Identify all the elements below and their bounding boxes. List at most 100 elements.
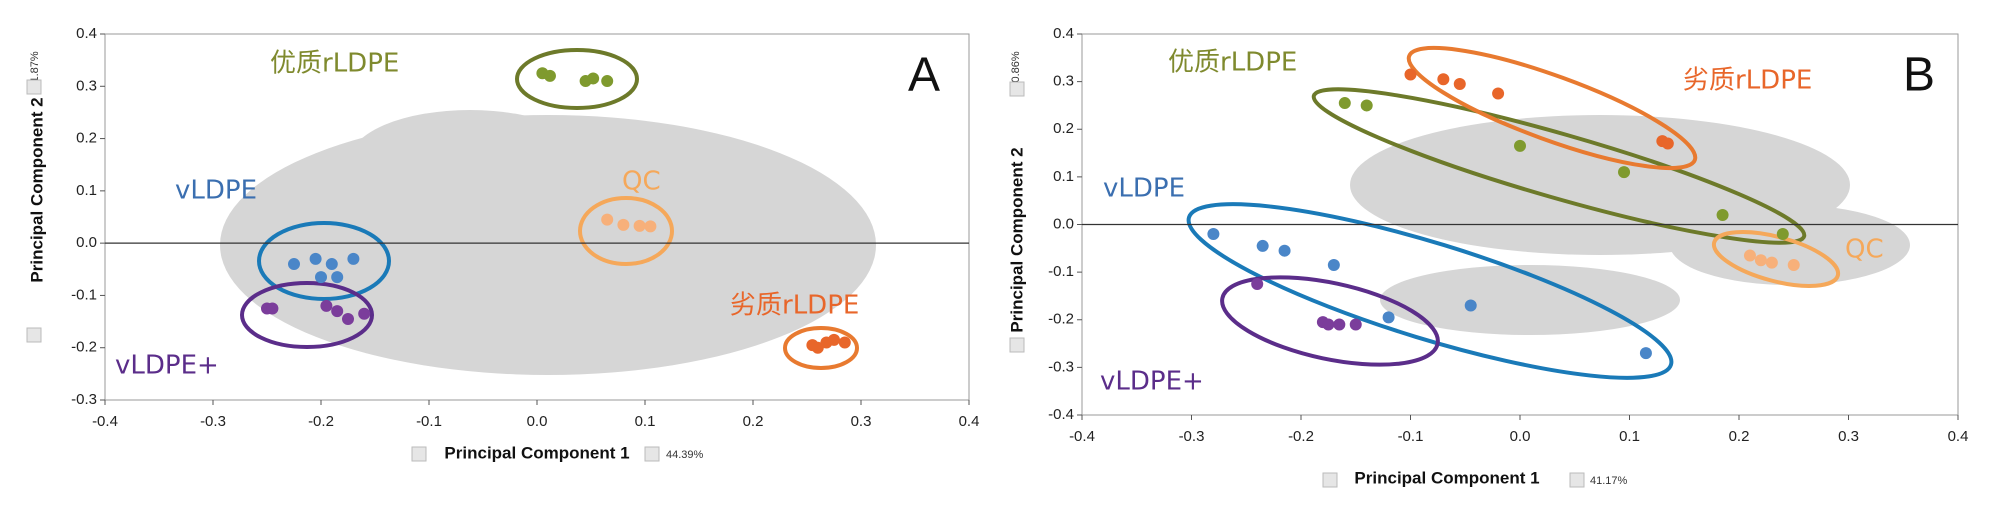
data-point (1514, 139, 1526, 152)
y-tick-label: -0.3 (1048, 358, 1074, 375)
y-tick-label: -0.3 (71, 391, 97, 408)
group-label: 优质rLDPE (1168, 48, 1297, 78)
y-tick-label: 0.2 (1053, 120, 1074, 137)
data-point (320, 299, 333, 312)
group-label: vLDPE+ (115, 351, 219, 381)
y-tick-label: 0.3 (76, 77, 97, 94)
data-point (1333, 318, 1346, 331)
data-point (617, 218, 630, 231)
data-point (1492, 87, 1505, 100)
x-tick-label: 0.3 (851, 413, 872, 430)
x-tick-label: 0.4 (959, 413, 980, 430)
data-point (1787, 258, 1800, 271)
x-variance: 41.17% (1590, 475, 1628, 487)
data-point (331, 271, 344, 284)
y-tick-label: -0.2 (1048, 311, 1074, 328)
data-point (1765, 256, 1778, 269)
cluster-ellipses (240, 45, 1841, 380)
data-point (1256, 239, 1269, 252)
x-variance: 44.39% (666, 449, 704, 461)
data-point (633, 219, 646, 232)
y-axis-title: Principal Component 2 (27, 97, 46, 282)
data-point (1382, 311, 1395, 324)
y-tick-label: 0.2 (76, 130, 97, 147)
data-point (1618, 166, 1631, 179)
data-point (309, 252, 322, 265)
group-label: vLDPE (175, 176, 257, 206)
y-tick-label: 0.0 (76, 234, 97, 251)
x-tick-label: 0.0 (527, 413, 548, 430)
x-tick-label: 0.3 (1838, 428, 1859, 445)
data-point (1453, 78, 1466, 91)
x-axis-title: Principal Component 1 (444, 443, 629, 462)
x-tick-label: -0.3 (1179, 428, 1205, 445)
y-tick-label: -0.1 (1048, 263, 1074, 280)
x-tick-label: -0.4 (1069, 428, 1095, 445)
group-label: vLDPE+ (1100, 367, 1204, 397)
y-tick-label: 0.1 (76, 182, 97, 199)
y-tick-label: 0.3 (1053, 73, 1074, 90)
data-point (1743, 249, 1756, 262)
data-point (1776, 228, 1789, 241)
y-variance: 20.86% (1010, 51, 1022, 89)
data-point (342, 312, 354, 325)
group-label: QC (622, 167, 661, 197)
data-point (543, 69, 556, 82)
data-point (358, 307, 371, 320)
group-label: vLDPE (1103, 174, 1185, 204)
data-point (1716, 208, 1729, 221)
group-label: 劣质rLDPE (1683, 66, 1812, 96)
data-point (1464, 299, 1477, 312)
x-tick-label: -0.1 (1398, 428, 1424, 445)
data-point (331, 305, 344, 318)
data-point (1338, 97, 1351, 110)
y-tick-label: -0.1 (71, 286, 97, 303)
data-point (1754, 254, 1767, 267)
x-tick-label: -0.4 (92, 413, 118, 430)
y-tick-label: 0.4 (1053, 25, 1074, 42)
x-tick-label: 0.4 (1948, 428, 1969, 445)
x-tick-label: 0.1 (635, 413, 656, 430)
data-point (1404, 68, 1417, 81)
x-tick-label: 0.0 (1510, 428, 1531, 445)
x-tick-label: 0.2 (743, 413, 764, 430)
x-tick-label: 0.2 (1729, 428, 1750, 445)
data-point (1278, 244, 1291, 257)
data-point (1207, 228, 1220, 241)
x-tick-label: 0.1 (1619, 428, 1640, 445)
data-point (644, 220, 657, 233)
data-point (288, 258, 300, 271)
data-point (1639, 347, 1652, 360)
x-axis-title: Principal Component 1 (1354, 468, 1539, 487)
y-tick-label: 0.1 (1053, 168, 1074, 185)
data-point (266, 302, 279, 315)
data-point (1327, 258, 1340, 271)
nav-buttons[interactable] (26, 79, 1585, 488)
loading-cloud (220, 110, 1910, 375)
data-point (1437, 73, 1450, 86)
data-point (315, 271, 327, 284)
data-point (1349, 318, 1362, 331)
group-label: 劣质rLDPE (730, 291, 859, 321)
panel-letter: A (908, 49, 940, 102)
group-label: 优质rLDPE (270, 49, 399, 79)
y-variance: 21.87% (29, 51, 41, 89)
data-point (1661, 137, 1674, 150)
y-tick-label: -0.4 (1048, 406, 1074, 423)
data-point (325, 258, 338, 271)
data-point (838, 336, 851, 349)
y-tick-label: 0.0 (1053, 215, 1074, 232)
group-label: QC (1845, 235, 1884, 265)
x-tick-label: -0.2 (308, 413, 334, 430)
data-point (1322, 318, 1335, 331)
data-point (1251, 278, 1264, 291)
data-point (601, 213, 614, 226)
y-tick-label: -0.2 (71, 339, 97, 356)
x-tick-label: -0.1 (416, 413, 442, 430)
y-tick-label: 0.4 (76, 25, 97, 42)
y-axis-title: Principal Component 2 (1007, 147, 1026, 332)
data-point (347, 252, 360, 265)
data-point (1360, 99, 1373, 112)
x-tick-label: -0.3 (200, 413, 226, 430)
